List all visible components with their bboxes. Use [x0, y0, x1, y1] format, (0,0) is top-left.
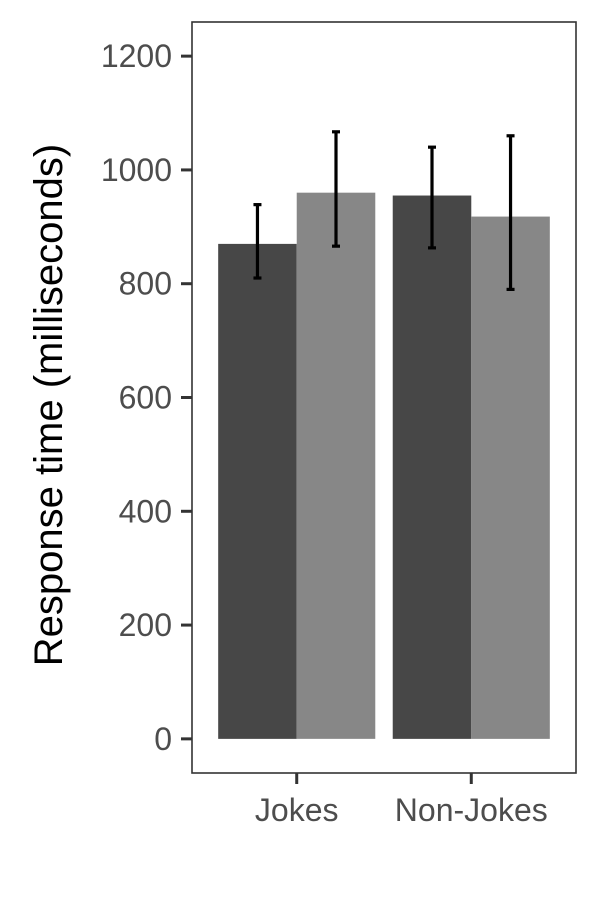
- y-tick-label-200: 200: [119, 607, 172, 643]
- bar-2-2: [471, 216, 550, 739]
- y-tick-label-1200: 1200: [101, 38, 172, 74]
- y-tick-label-600: 600: [119, 380, 172, 416]
- y-axis: 0 200 400 600 800 1000 1200: [101, 38, 192, 757]
- x-axis: Jokes Non-Jokes: [255, 773, 548, 828]
- error-bar-2-2: [506, 134, 515, 292]
- bars-layer: [218, 192, 550, 739]
- error-bar-2-1: [428, 145, 436, 250]
- y-tick-label-0: 0: [154, 721, 172, 757]
- bar-1-2: [296, 192, 376, 739]
- x-tick-label-2: Non-Jokes: [395, 792, 548, 828]
- y-tick-label-800: 800: [119, 266, 172, 302]
- y-tick-label-400: 400: [119, 493, 172, 529]
- y-axis-title: Response time (milliseconds): [27, 144, 71, 666]
- bar-1-1: [218, 243, 297, 739]
- error-bar-1-2: [332, 130, 340, 248]
- error-bars-layer: [253, 130, 515, 292]
- error-bar-1-1: [253, 203, 262, 280]
- y-tick-label-1000: 1000: [101, 152, 172, 188]
- bar-2-1: [392, 195, 472, 739]
- x-tick-label-1: Jokes: [255, 792, 339, 828]
